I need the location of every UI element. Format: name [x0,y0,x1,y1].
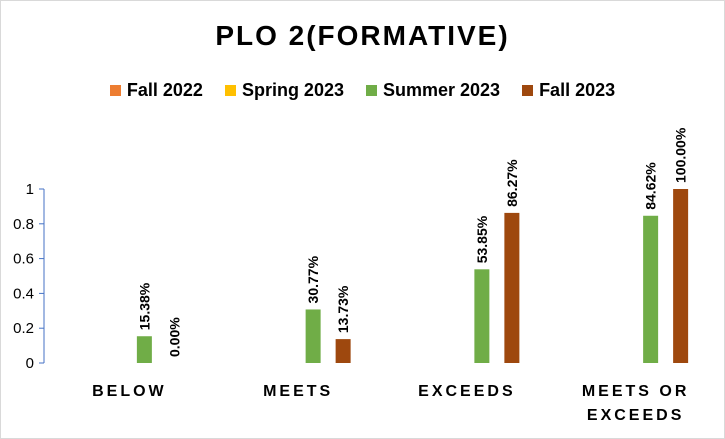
y-tick-label: 0.6 [13,251,34,268]
legend-label: Fall 2023 [539,80,616,100]
legend-swatch [224,85,236,96]
bar [136,336,152,363]
legend-swatch [365,85,377,96]
bar [335,339,351,363]
data-label: 86.27% [504,159,520,207]
data-label: 100.00% [673,127,689,183]
legend-swatch [109,85,121,96]
bar [504,212,520,363]
legend-item: Fall 2023 [522,80,615,101]
x-category-label: MEETS [263,383,333,400]
legend-label: Fall 2022 [126,80,203,100]
bar [673,189,689,363]
data-label: 84.62% [643,162,659,210]
legend-item: Fall 2022 [109,80,203,101]
legend-label: Spring 2023 [241,80,344,100]
y-tick-label: 0.8 [13,216,34,233]
bar [305,309,321,363]
legend-item: Spring 2023 [224,80,344,101]
y-tick-label: 1 [26,181,34,198]
y-tick-label: 0 [26,355,34,372]
legend-swatch [522,85,534,96]
data-label: 30.77% [305,255,321,303]
legend: Fall 2022 Spring 2023 Summer 2023 Fall 2023 [0,80,725,101]
chart-title: PLO 2(FORMATIVE) [215,20,510,51]
data-label: 53.85% [474,215,490,263]
data-label: 15.38% [136,282,152,330]
x-category-label: EXCEEDS [418,383,515,400]
data-label: 0.00% [166,317,182,357]
bar [643,215,659,363]
y-tick-label: 0.2 [13,320,34,337]
bar [474,269,490,363]
y-tick-label: 0.4 [13,285,34,302]
x-category-label: MEETS OR [582,383,690,400]
legend-item: Summer 2023 [365,80,501,101]
data-label: 13.73% [335,285,351,333]
legend-label: Summer 2023 [382,80,501,100]
x-category-label: BELOW [92,383,167,400]
x-category-label: EXCEEDS [587,407,684,424]
